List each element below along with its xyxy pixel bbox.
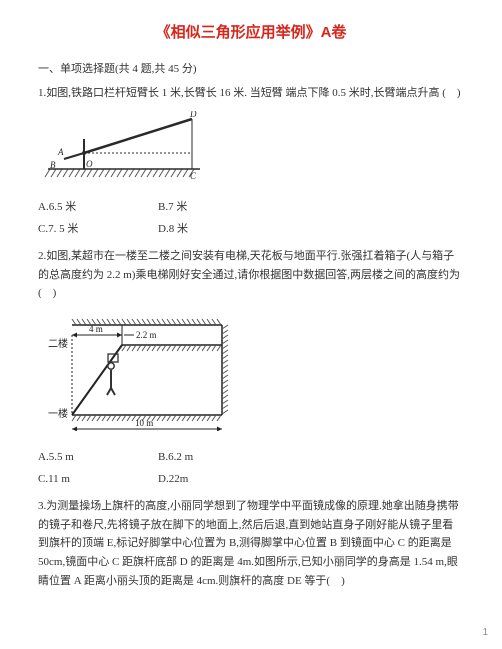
svg-text:D: D — [189, 111, 197, 119]
question-2-options-row-2: C.11 m D.22m — [38, 470, 464, 489]
page-title: 《相似三角形应用举例》A卷 — [38, 20, 464, 46]
q1-option-b: B.7 米 — [158, 198, 278, 217]
question-2-stem: 2.如图,某超市在一楼至二楼之间安装有电梯,天花板与地面平行.张强扛着箱子(人与… — [38, 247, 464, 303]
q1-option-d: D.8 米 — [158, 220, 278, 239]
q2-option-d: D.22m — [158, 470, 278, 489]
svg-text:2.2 m: 2.2 m — [136, 330, 157, 340]
q1-option-a: A.6.5 米 — [38, 198, 158, 217]
svg-text:一楼: 一楼 — [48, 407, 68, 420]
q1-option-c: C.7. 5 米 — [38, 220, 158, 239]
svg-text:二楼: 二楼 — [48, 337, 68, 350]
question-1-stem: 1.如图,铁路口栏杆短臂长 1 米,长臂长 16 米. 当短臂 端点下降 0.5… — [38, 84, 464, 103]
q2-option-c: C.11 m — [38, 470, 158, 489]
question-2-options-row-1: A.5.5 m B.6.2 m — [38, 448, 464, 467]
question-1-figure: AB O C D — [44, 111, 464, 188]
svg-text:10 m: 10 m — [135, 418, 153, 428]
svg-text:O: O — [86, 159, 93, 169]
section-heading: 一、单项选择题(共 4 题,共 45 分) — [38, 60, 464, 79]
question-1-options-row-2: C.7. 5 米 D.8 米 — [38, 220, 464, 239]
q2-option-b: B.6.2 m — [158, 448, 278, 467]
question-2-figure: 4 m 10 m 2.2 m 二楼一楼 — [44, 311, 464, 438]
page-number: 1 — [482, 624, 488, 641]
svg-text:A: A — [57, 147, 64, 157]
svg-text:B: B — [50, 160, 56, 170]
q2-option-a: A.5.5 m — [38, 448, 158, 467]
question-1-options-row-1: A.6.5 米 B.7 米 — [38, 198, 464, 217]
svg-text:C: C — [190, 171, 197, 181]
question-3-stem: 3.为测量操场上旗杆的高度,小丽同学想到了物理学中平面镜成像的原理.她拿出随身携… — [38, 497, 464, 590]
svg-text:4 m: 4 m — [89, 324, 103, 334]
